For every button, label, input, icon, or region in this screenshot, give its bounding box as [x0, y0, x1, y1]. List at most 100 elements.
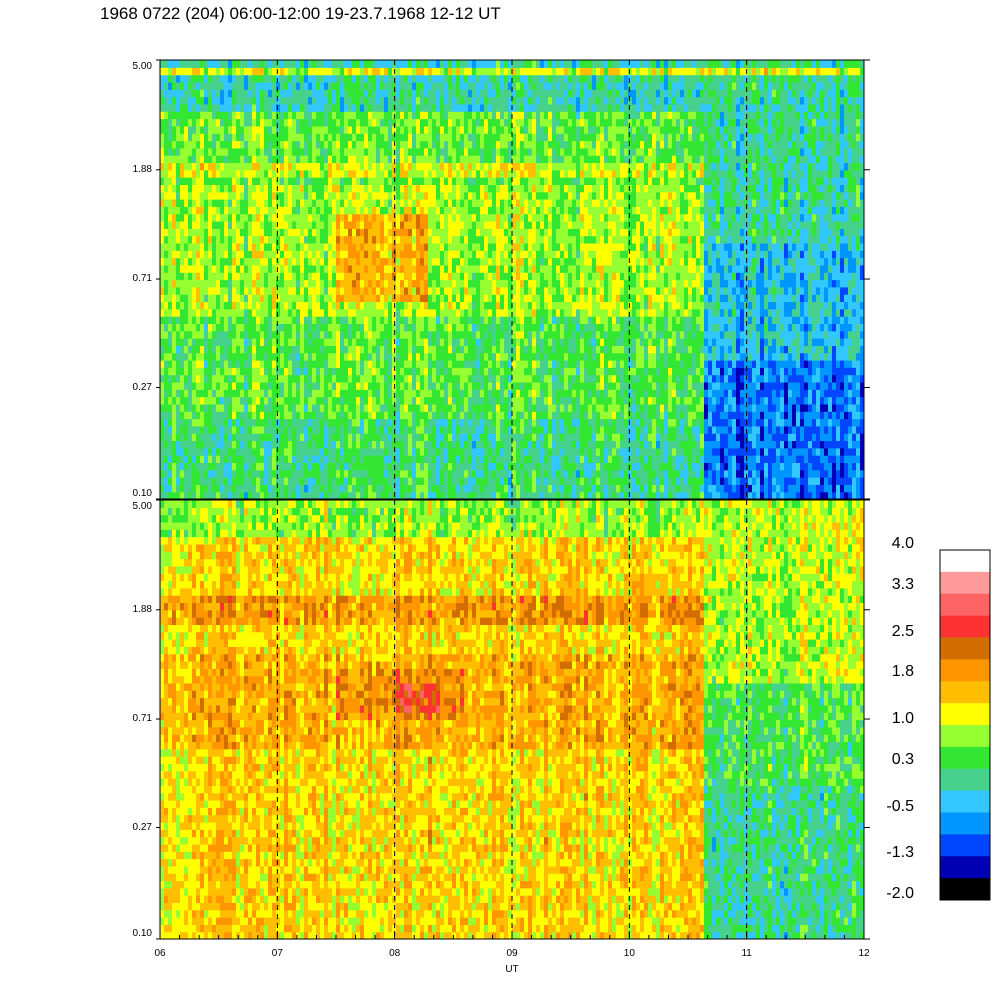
- heatmap-cell: [212, 133, 217, 142]
- heatmap-cell: [376, 286, 381, 295]
- heatmap-cell: [404, 374, 409, 383]
- heatmap-cell: [360, 235, 365, 244]
- heatmap-cell: [204, 162, 209, 171]
- heatmap-cell: [276, 162, 281, 171]
- heatmap-cell: [236, 272, 241, 281]
- heatmap-cell: [180, 220, 185, 229]
- heatmap-cell: [300, 111, 305, 120]
- heatmap-cell: [488, 455, 493, 464]
- heatmap-cell: [412, 191, 417, 200]
- heatmap-cell: [280, 81, 285, 90]
- heatmap-cell: [480, 147, 485, 156]
- heatmap-cell: [372, 140, 377, 149]
- heatmap-cell: [424, 301, 429, 310]
- heatmap-cell: [172, 367, 177, 376]
- heatmap-cell: [268, 177, 273, 185]
- heatmap-cell: [432, 162, 437, 171]
- heatmap-cell: [272, 177, 277, 185]
- heatmap-cell: [492, 403, 497, 412]
- heatmap-cell: [412, 491, 417, 499]
- heatmap-cell: [264, 484, 269, 493]
- heatmap-cell: [476, 264, 481, 273]
- heatmap-cell: [448, 162, 453, 171]
- heatmap-cell: [448, 469, 453, 478]
- heatmap-cell: [292, 264, 297, 273]
- heatmap-cell: [408, 433, 413, 442]
- heatmap-cell: [244, 155, 249, 164]
- heatmap-cell: [376, 433, 381, 442]
- heatmap-cell: [284, 433, 289, 442]
- heatmap-cell: [220, 308, 225, 317]
- heatmap-cell: [208, 140, 213, 149]
- heatmap-cell: [212, 323, 217, 332]
- heatmap-cell: [212, 213, 217, 222]
- heatmap-cell: [216, 147, 221, 156]
- heatmap-cell: [344, 228, 349, 237]
- heatmap-cell: [176, 389, 181, 398]
- heatmap-cell: [232, 491, 237, 499]
- heatmap-cell: [368, 140, 373, 149]
- heatmap-cell: [332, 177, 337, 185]
- heatmap-cell: [168, 484, 173, 493]
- heatmap-cell: [488, 359, 493, 368]
- heatmap-cell: [232, 60, 237, 68]
- heatmap-cell: [180, 272, 185, 281]
- heatmap-cell: [320, 323, 325, 332]
- heatmap-cell: [396, 125, 401, 134]
- heatmap-cell: [160, 403, 165, 412]
- heatmap-cell: [448, 440, 453, 449]
- heatmap-cell: [220, 242, 225, 251]
- heatmap-cell: [248, 213, 253, 222]
- heatmap-cell: [312, 477, 317, 485]
- heatmap-cell: [200, 81, 205, 90]
- heatmap-cell: [456, 199, 461, 207]
- heatmap-cell: [316, 206, 321, 215]
- heatmap-cell: [368, 257, 373, 266]
- heatmap-cell: [332, 352, 337, 361]
- heatmap-cell: [472, 279, 477, 288]
- heatmap-cell: [204, 74, 209, 83]
- heatmap-cell: [180, 301, 185, 310]
- heatmap-cell: [184, 89, 189, 98]
- heatmap-cell: [232, 111, 237, 120]
- heatmap-cell: [364, 301, 369, 310]
- heatmap-cell: [272, 316, 277, 324]
- heatmap-cell: [260, 74, 265, 83]
- heatmap-cell: [364, 345, 369, 354]
- heatmap-cell: [292, 81, 297, 90]
- heatmap-cell: [216, 330, 221, 339]
- heatmap-cell: [372, 169, 377, 178]
- heatmap-cell: [408, 103, 413, 112]
- heatmap-cell: [188, 345, 193, 354]
- heatmap-cell: [452, 191, 457, 200]
- heatmap-cell: [340, 169, 345, 178]
- heatmap-cell: [460, 220, 465, 229]
- heatmap-cell: [440, 447, 445, 456]
- heatmap-cell: [212, 250, 217, 259]
- heatmap-cell: [240, 294, 245, 303]
- heatmap-cell: [200, 308, 205, 317]
- heatmap-cell: [232, 272, 237, 281]
- heatmap-cell: [368, 133, 373, 142]
- heatmap-cell: [388, 352, 393, 361]
- heatmap-cell: [396, 381, 401, 390]
- heatmap-cell: [436, 447, 441, 456]
- heatmap-cell: [268, 374, 273, 383]
- heatmap-cell: [308, 469, 313, 478]
- heatmap-cell: [464, 184, 469, 193]
- heatmap-cell: [240, 140, 245, 149]
- heatmap-cell: [364, 447, 369, 456]
- heatmap-cell: [204, 206, 209, 215]
- heatmap-cell: [364, 462, 369, 471]
- heatmap-cell: [456, 206, 461, 215]
- heatmap-cell: [176, 235, 181, 244]
- heatmap-cell: [256, 147, 261, 156]
- heatmap-cell: [416, 242, 421, 251]
- heatmap-cell: [288, 389, 293, 398]
- heatmap-cell: [432, 74, 437, 83]
- heatmap-cell: [484, 418, 489, 427]
- heatmap-cell: [200, 352, 205, 361]
- heatmap-cell: [192, 345, 197, 354]
- heatmap-cell: [440, 411, 445, 420]
- heatmap-cell: [240, 133, 245, 142]
